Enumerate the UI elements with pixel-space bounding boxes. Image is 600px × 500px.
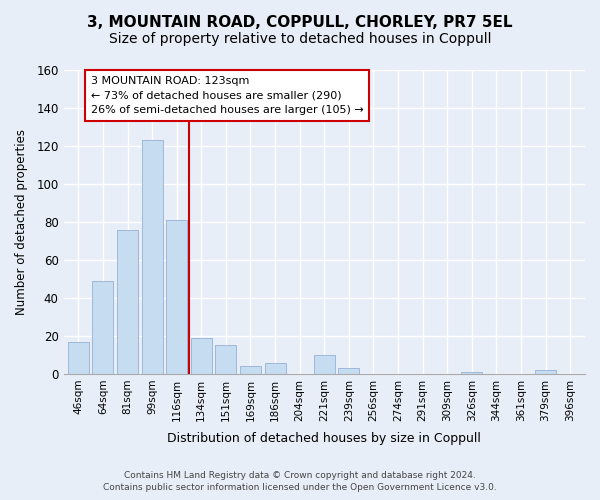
Bar xyxy=(338,368,359,374)
Bar xyxy=(314,355,335,374)
Bar xyxy=(461,372,482,374)
Bar xyxy=(265,362,286,374)
Bar xyxy=(166,220,187,374)
X-axis label: Distribution of detached houses by size in Coppull: Distribution of detached houses by size … xyxy=(167,432,481,445)
Bar xyxy=(535,370,556,374)
Text: Contains HM Land Registry data © Crown copyright and database right 2024.
Contai: Contains HM Land Registry data © Crown c… xyxy=(103,471,497,492)
Bar xyxy=(92,281,113,374)
Bar xyxy=(68,342,89,374)
Bar xyxy=(215,346,236,374)
Bar xyxy=(142,140,163,374)
Bar xyxy=(191,338,212,374)
Text: 3, MOUNTAIN ROAD, COPPULL, CHORLEY, PR7 5EL: 3, MOUNTAIN ROAD, COPPULL, CHORLEY, PR7 … xyxy=(87,15,513,30)
Text: Size of property relative to detached houses in Coppull: Size of property relative to detached ho… xyxy=(109,32,491,46)
Text: 3 MOUNTAIN ROAD: 123sqm
← 73% of detached houses are smaller (290)
26% of semi-d: 3 MOUNTAIN ROAD: 123sqm ← 73% of detache… xyxy=(91,76,364,116)
Y-axis label: Number of detached properties: Number of detached properties xyxy=(15,129,28,315)
Bar xyxy=(240,366,261,374)
Bar xyxy=(117,230,138,374)
